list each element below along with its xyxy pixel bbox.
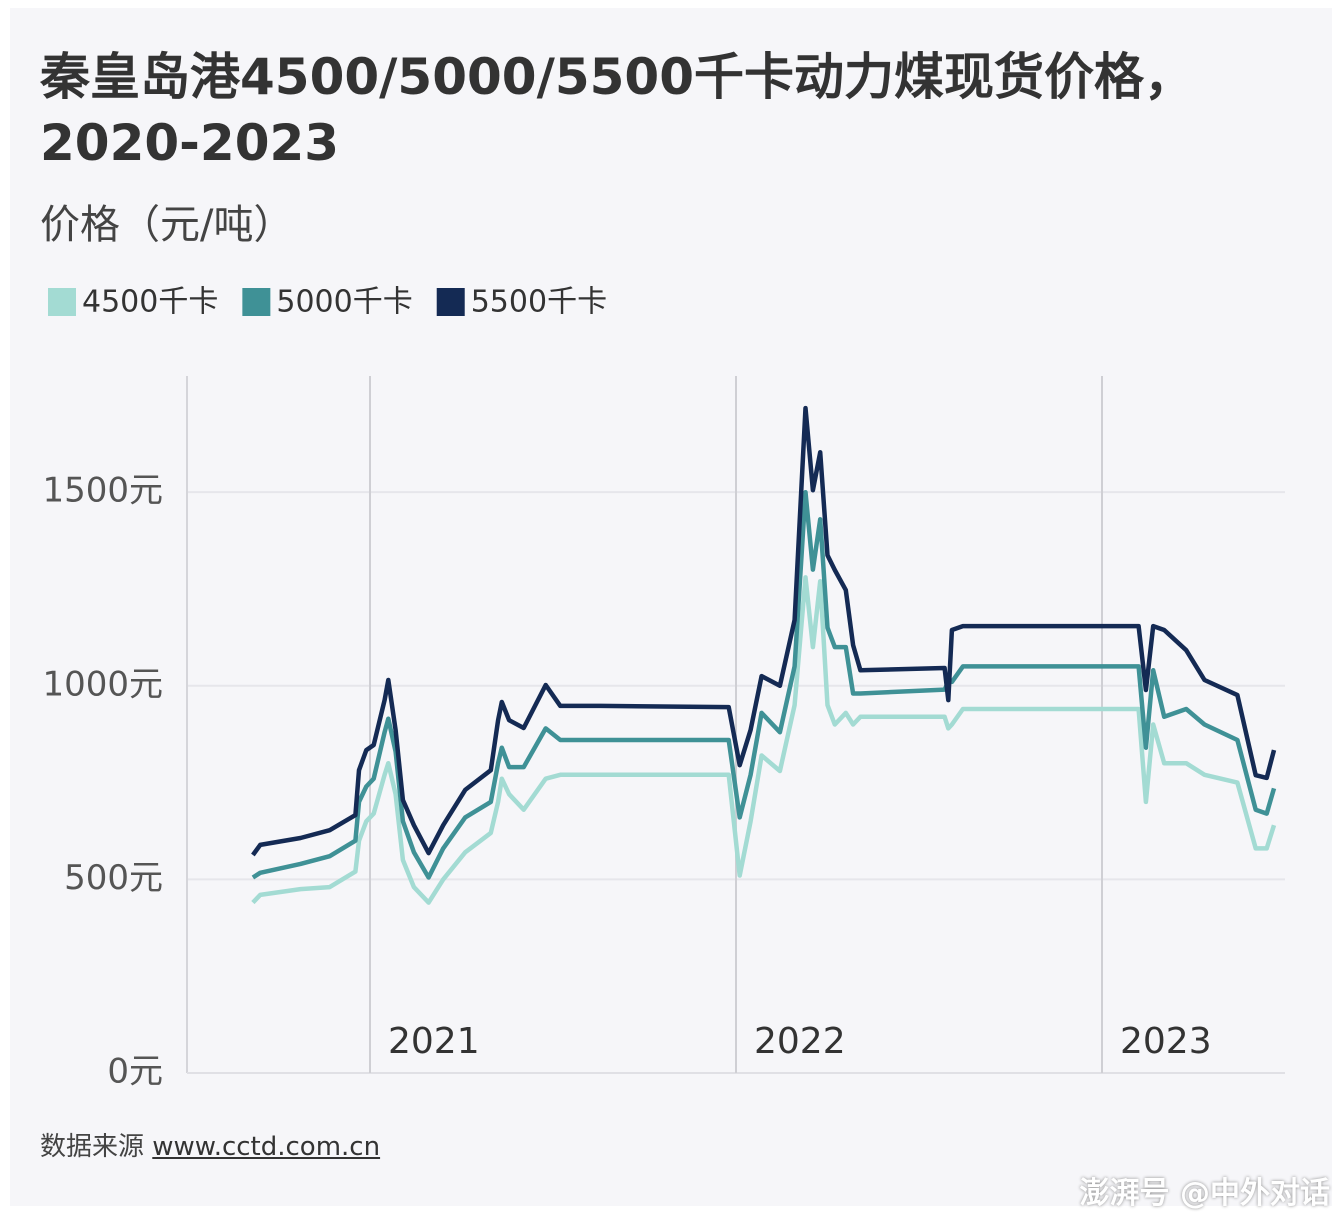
card bbox=[10, 8, 1332, 1206]
legend-label: 4500千卡 bbox=[82, 285, 218, 320]
x-tick-label: 2022 bbox=[754, 1021, 846, 1062]
title-line: 秦皇岛港4500/5000/5500千卡动力煤现货价格， bbox=[40, 48, 1195, 106]
subtitle: 价格（元/吨） bbox=[40, 202, 294, 248]
y-tick-label: 500元 bbox=[64, 858, 163, 898]
title-line: 2020-2023 bbox=[40, 114, 340, 172]
x-tick-label: 2023 bbox=[1120, 1021, 1212, 1062]
legend-label: 5000千卡 bbox=[276, 285, 412, 320]
source-label: 数据来源 bbox=[40, 1132, 145, 1162]
legend-swatch bbox=[436, 288, 465, 316]
source-link[interactable]: www.cctd.com.cn bbox=[152, 1132, 381, 1162]
x-tick-label: 2021 bbox=[388, 1021, 480, 1062]
series-line bbox=[251, 405, 1277, 857]
y-tick-label: 0元 bbox=[107, 1052, 163, 1092]
series-line bbox=[251, 575, 1277, 905]
legend-label: 5500千卡 bbox=[471, 285, 607, 320]
legend-swatch bbox=[242, 288, 271, 316]
source: 数据来源 www.cctd.com.cn bbox=[40, 1126, 380, 1163]
chart-title: 秦皇岛港4500/5000/5500千卡动力煤现货价格， 2020-2023 bbox=[40, 44, 1194, 176]
y-tick-label: 1500元 bbox=[42, 471, 163, 511]
watermark: 澎湃号 @中外对话 bbox=[1079, 1176, 1330, 1211]
legend-swatch bbox=[48, 288, 76, 316]
y-tick-label: 1000元 bbox=[42, 664, 163, 704]
series-line bbox=[251, 489, 1277, 880]
